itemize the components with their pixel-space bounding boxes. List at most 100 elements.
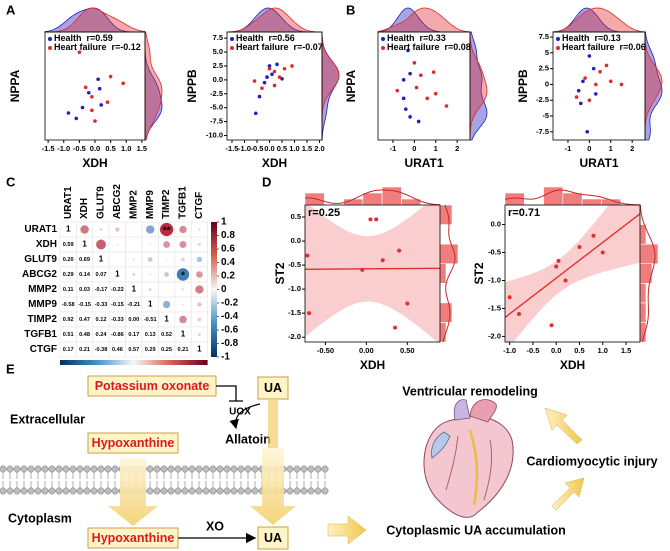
- point: [393, 325, 397, 330]
- lipid-head: [202, 487, 210, 495]
- lipid-head: [41, 487, 49, 495]
- x-tick-label: 0.0: [264, 144, 274, 153]
- legend-marker: [48, 37, 52, 41]
- x-tick-label: 1.5: [302, 144, 312, 153]
- histogram-bar: [439, 243, 459, 265]
- legend-entry: Health r=0.33: [387, 33, 446, 43]
- y-axis-label: NPPB: [516, 69, 530, 103]
- regression-line: [305, 267, 440, 270]
- row-label: TGFB1: [24, 329, 57, 340]
- y-tick-label: -2.0: [288, 332, 301, 341]
- x-tick-label: 0.0: [90, 144, 100, 153]
- y-tick-label: -1.0: [488, 275, 501, 284]
- point: [598, 69, 602, 74]
- lipid-head: [223, 465, 231, 473]
- panel-label: A: [6, 2, 16, 17]
- y-tick-label: -5: [542, 111, 549, 120]
- row-label: URAT1: [24, 224, 57, 235]
- colorbar-label: 0: [221, 284, 227, 295]
- x-tick-label: 0.0: [551, 346, 561, 355]
- correlation-label: 0.21: [178, 347, 189, 353]
- point: [267, 66, 272, 71]
- legend-marker: [381, 46, 385, 50]
- point: [583, 76, 587, 80]
- lipid-head: [20, 465, 28, 473]
- correlation-label: 0.14: [79, 272, 91, 278]
- correlation-circle: [164, 272, 169, 277]
- density-line: [442, 204, 456, 343]
- legend-name: Heart failure: [236, 42, 289, 52]
- lipid-head: [104, 465, 112, 473]
- lipid-head: [41, 465, 49, 473]
- lipid-head: [146, 487, 154, 495]
- y-tick-label: -1.5: [488, 303, 501, 312]
- point: [425, 96, 430, 101]
- legend-entry: Heart failure r=-0.12: [54, 42, 141, 52]
- lipid-head: [300, 465, 308, 473]
- legend-entry: Health r=0.13: [562, 33, 621, 43]
- lipid-head: [90, 487, 98, 495]
- x-tick-label: -1: [390, 144, 397, 153]
- point: [604, 63, 609, 68]
- lipid-head: [62, 465, 70, 473]
- lipid-head: [307, 487, 315, 495]
- correlation-circle: [181, 257, 185, 262]
- x-tick-label: -1.0: [57, 144, 70, 153]
- point: [574, 95, 579, 99]
- column-label: MMP2: [128, 190, 139, 219]
- correlation-label: 1: [164, 315, 169, 324]
- density-line: [504, 189, 641, 206]
- lipid-head: [111, 465, 119, 473]
- point: [591, 233, 596, 238]
- density-line: [304, 189, 441, 206]
- density: [44, 7, 146, 33]
- y-tick-label: -0.5: [288, 260, 301, 269]
- lipid-head: [230, 487, 238, 495]
- correlation-label: -0.15: [78, 302, 91, 308]
- legend-entry: Heart failure r=0.08: [387, 42, 471, 52]
- row-label: TIMP2: [28, 314, 58, 325]
- flow-arrow: [544, 407, 583, 445]
- density-line: [639, 204, 656, 343]
- point: [581, 79, 585, 84]
- y-tick-label: -7.5: [536, 127, 549, 136]
- correlation-label: 0.46: [112, 347, 123, 353]
- correlation-circle: [182, 303, 184, 306]
- panel-label: D: [262, 174, 271, 189]
- legend-marker: [381, 37, 385, 41]
- lipid-head: [6, 487, 14, 495]
- point: [66, 111, 71, 115]
- correlation-circle: [197, 302, 202, 307]
- region-label: Extracellular: [10, 412, 85, 426]
- x-tick-label: -1.5: [226, 144, 239, 153]
- colorbar: [60, 360, 208, 365]
- density: [469, 31, 488, 141]
- lipid-head: [27, 487, 35, 495]
- transport-arrow: [108, 458, 158, 526]
- column-label: CTGF: [194, 192, 205, 219]
- legend-entry: Heart failure r=0.06: [562, 42, 646, 52]
- panel-label: B: [346, 2, 355, 17]
- confidence-band: [305, 205, 440, 342]
- point: [368, 217, 373, 222]
- lipid-head: [20, 487, 28, 495]
- x-axis-label: XDH: [82, 156, 107, 170]
- point: [619, 82, 624, 87]
- node-label: Hypoxanthine: [92, 436, 175, 450]
- x-tick-label: 1.5: [137, 144, 147, 153]
- point: [591, 66, 596, 71]
- correlation-label: 0.52: [161, 332, 172, 338]
- lipid-head: [13, 465, 21, 473]
- lipid-head: [76, 487, 84, 495]
- density: [552, 7, 646, 33]
- point: [549, 323, 554, 328]
- point: [406, 48, 410, 53]
- lipid-head: [244, 465, 252, 473]
- x-tick-label: 0: [412, 144, 416, 153]
- row-label: CTGF: [30, 344, 57, 355]
- colorbar-label: -0.8: [221, 338, 239, 349]
- column-label: XDH: [79, 198, 90, 219]
- x-tick-label: 1.5: [621, 346, 631, 355]
- correlation-label: 1: [132, 285, 137, 294]
- correlation-label: -0.58: [62, 302, 75, 308]
